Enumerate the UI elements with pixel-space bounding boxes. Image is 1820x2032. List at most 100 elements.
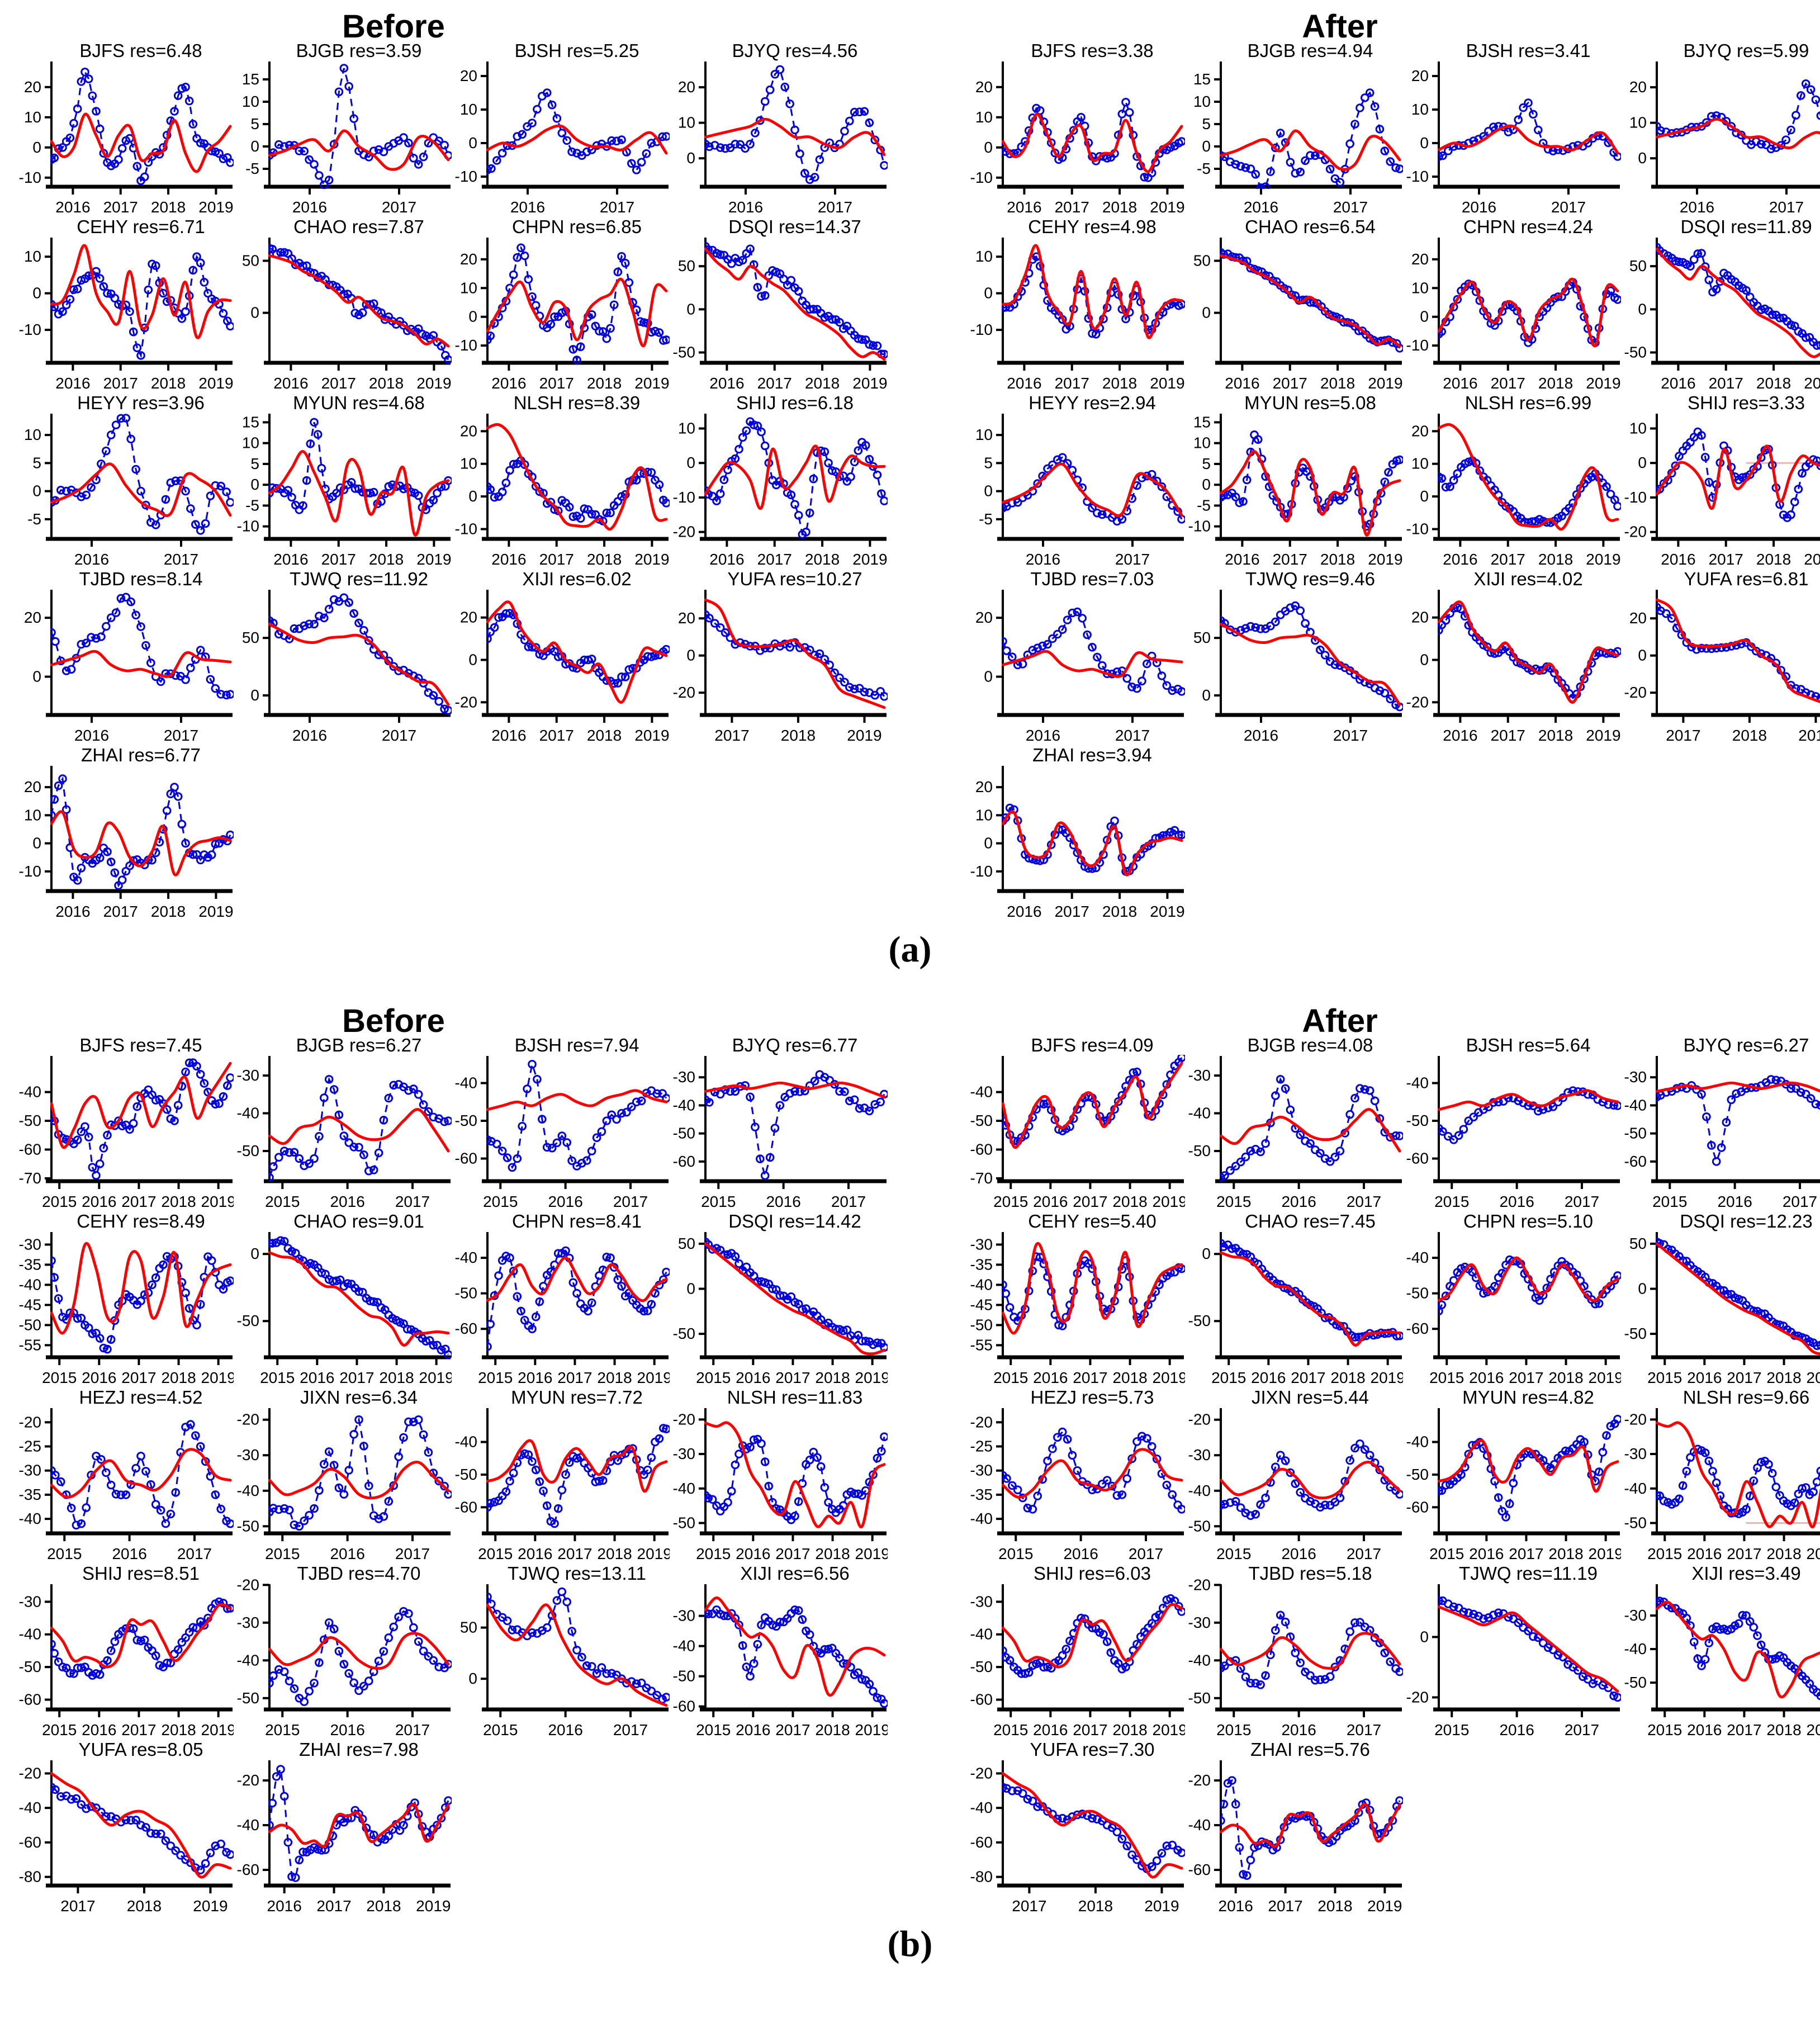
observed-data-marker [1246,1855,1255,1865]
model-series-line [486,1089,668,1111]
plot-area [268,1236,453,1360]
observed-data-marker [1220,1816,1225,1825]
x-tick-label: 2018 [151,903,186,920]
observed-data-marker [1117,1490,1127,1499]
observed-data-marker [1489,1611,1498,1619]
y-tick-label: -30 [19,1462,41,1479]
observed-data-marker [1553,1651,1563,1660]
observed-data-marker [1707,644,1716,653]
x-tick-label: 2018 [815,1721,850,1739]
observed-data-marker [369,299,378,308]
x-tick-label: 2017 [395,1193,430,1210]
observed-data-marker [84,1133,93,1141]
observed-data-marker [1251,170,1260,179]
model-series-line [1002,462,1183,517]
observed-data-marker [827,315,837,324]
observed-data-marker [73,1314,82,1323]
y-tick-label: -55 [970,1336,993,1353]
observed-data-marker [508,1626,517,1635]
observed-data-marker [704,1609,713,1618]
observed-data-marker [1801,1090,1810,1099]
x-tick-label: 2019 [634,551,669,568]
observed-data-marker [1239,497,1248,506]
observed-data-marker [1063,615,1072,624]
observed-data-marker [92,634,101,643]
observed-data-marker [409,1623,418,1632]
x-tick-label: 2016 [1007,375,1041,392]
observed-data-marker [65,133,75,143]
observed-data-marker [597,1127,606,1136]
observed-data-marker [655,328,664,337]
x-tick-label: 2018 [1538,551,1573,568]
observed-data-marker [206,491,215,500]
x-tick-label: 2019 [634,727,669,744]
observed-data-marker [1231,1497,1240,1506]
model-series-line [50,244,232,339]
observed-data-marker [1386,694,1395,704]
observed-data-marker [726,1087,735,1096]
subplot-b-before-bjgb: BJGB res=6.27 -50 -40 -30 2015 2016 2017 [234,1035,453,1211]
observed-data-marker [394,1452,403,1461]
observed-data-marker [1712,1478,1721,1488]
observed-data-marker [869,1687,878,1696]
y-tick-label: 0 [984,139,993,156]
observed-data-marker [215,1099,224,1108]
panel-a: Before After BJFS res=6.48 -10 0 10 20 2016 20… [0,0,1820,975]
observed-data-marker [305,1510,314,1520]
observed-data-marker [1386,1657,1395,1666]
observed-data-marker [824,1645,833,1654]
observed-data-marker [433,489,442,498]
observed-data-marker [1806,1094,1816,1103]
y-tick-label: -50 [1188,1142,1211,1159]
observed-data-marker [1742,286,1751,295]
observed-data-marker [1786,1084,1795,1093]
observed-data-marker [369,487,378,497]
observed-data-marker [87,633,96,642]
x-tick-label: 2015 [1647,1369,1682,1386]
subplot-title: HEZJ res=5.73 [1030,1387,1154,1408]
x-tick-label: 2017 [775,1545,810,1562]
x-tick-label: 2016 [1462,198,1496,216]
observed-data-marker [880,1432,889,1441]
observed-data-marker [358,1287,367,1297]
x-tick-label: 2019 [201,1369,234,1386]
model-series-line [1220,1108,1401,1153]
y-tick-label: 50 [1193,629,1211,646]
observed-data-marker [598,1476,608,1485]
observed-data-marker [329,1624,339,1633]
y-tick-label: -30 [970,1593,993,1610]
observed-data-marker [419,1430,428,1439]
observed-data-marker [444,706,453,715]
observed-data-marker [384,1093,394,1103]
observed-data-marker [710,619,719,628]
observed-data-marker [1444,146,1453,155]
plot-area [1002,607,1186,696]
observed-data-marker [414,160,423,169]
subplot-title: MYUN res=4.68 [293,392,425,413]
panel-b: Before After BJFS res=7.45 -70 -60 -50 -40 20… [0,994,1820,1970]
y-tick-label: -35 [19,1256,41,1273]
observed-data-marker [1043,1456,1052,1466]
observed-data-marker [287,492,296,502]
observed-data-marker [305,1159,314,1168]
observed-data-marker [1771,1482,1781,1491]
y-tick-label: -20 [673,1410,695,1428]
subplot-title: NLSH res=11.83 [727,1387,862,1408]
observed-data-marker [602,1669,612,1678]
x-tick-label: 2015 [1216,1193,1251,1210]
y-tick-label: -80 [19,1868,41,1886]
y-tick-label: 20 [1629,78,1647,96]
observed-series-line [1220,91,1400,189]
subplot-a-before-bjgb: BJGB res=3.59 -5 0 5 10 15 2016 2017 [234,40,453,216]
observed-data-marker [734,444,743,454]
observed-data-marker [279,1667,289,1676]
observed-data-marker [876,1097,885,1107]
observed-data-marker [290,1520,299,1529]
observed-data-marker [196,1442,205,1451]
